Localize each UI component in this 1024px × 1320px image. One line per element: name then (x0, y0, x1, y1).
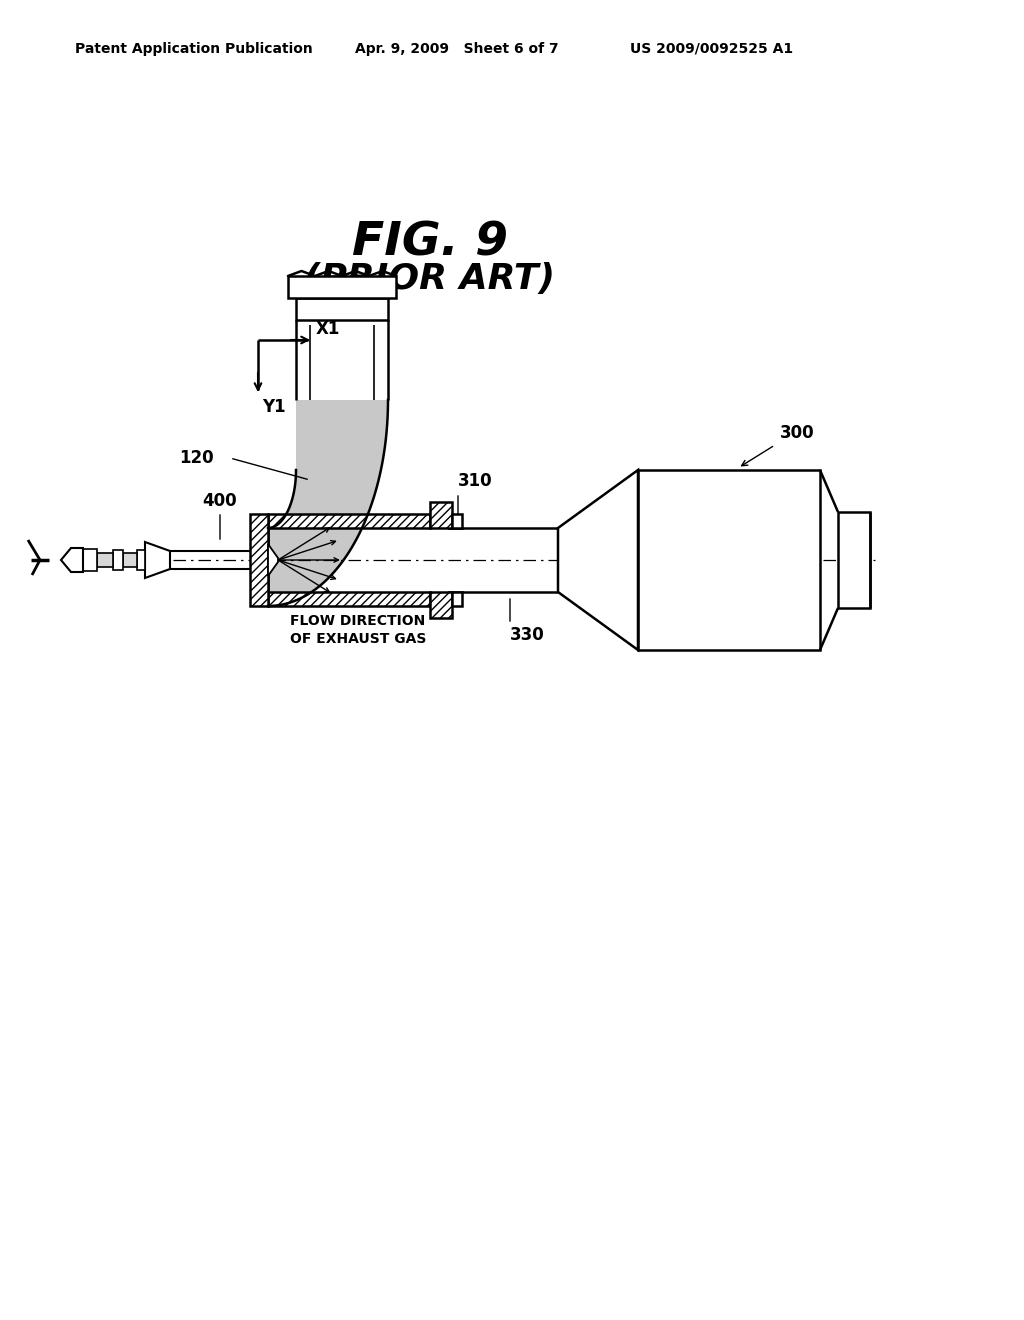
Bar (250, 513, 268, 606)
Bar (268, 513, 430, 528)
Text: Apr. 9, 2009   Sheet 6 of 7: Apr. 9, 2009 Sheet 6 of 7 (355, 42, 559, 55)
Bar (113, 550, 123, 570)
Polygon shape (145, 543, 170, 578)
Bar (430, 591, 452, 618)
Bar (452, 513, 462, 528)
Bar (123, 553, 137, 568)
Text: (PRIOR ART): (PRIOR ART) (304, 261, 555, 296)
Text: 300: 300 (780, 424, 815, 442)
Text: Patent Application Publication: Patent Application Publication (75, 42, 312, 55)
Text: FLOW DIRECTION
OF EXHAUST GAS: FLOW DIRECTION OF EXHAUST GAS (290, 614, 426, 647)
Text: 310: 310 (458, 473, 493, 490)
Bar (838, 512, 870, 609)
Bar (288, 276, 396, 298)
Bar (137, 550, 145, 570)
Text: 400: 400 (203, 492, 238, 510)
Text: 330: 330 (510, 626, 545, 644)
Bar (638, 470, 820, 649)
Bar (268, 591, 430, 606)
Bar (296, 298, 388, 319)
Bar (430, 502, 452, 528)
Bar (97, 553, 113, 568)
Polygon shape (268, 400, 388, 606)
Text: FIG. 9: FIG. 9 (352, 220, 508, 265)
Text: 120: 120 (179, 449, 214, 467)
Bar (83, 549, 97, 572)
Text: US 2009/0092525 A1: US 2009/0092525 A1 (630, 42, 794, 55)
Text: X1: X1 (316, 319, 340, 338)
Text: Y1: Y1 (262, 399, 286, 416)
Polygon shape (61, 548, 83, 572)
Polygon shape (268, 544, 278, 576)
Bar (452, 591, 462, 606)
Polygon shape (558, 470, 638, 649)
